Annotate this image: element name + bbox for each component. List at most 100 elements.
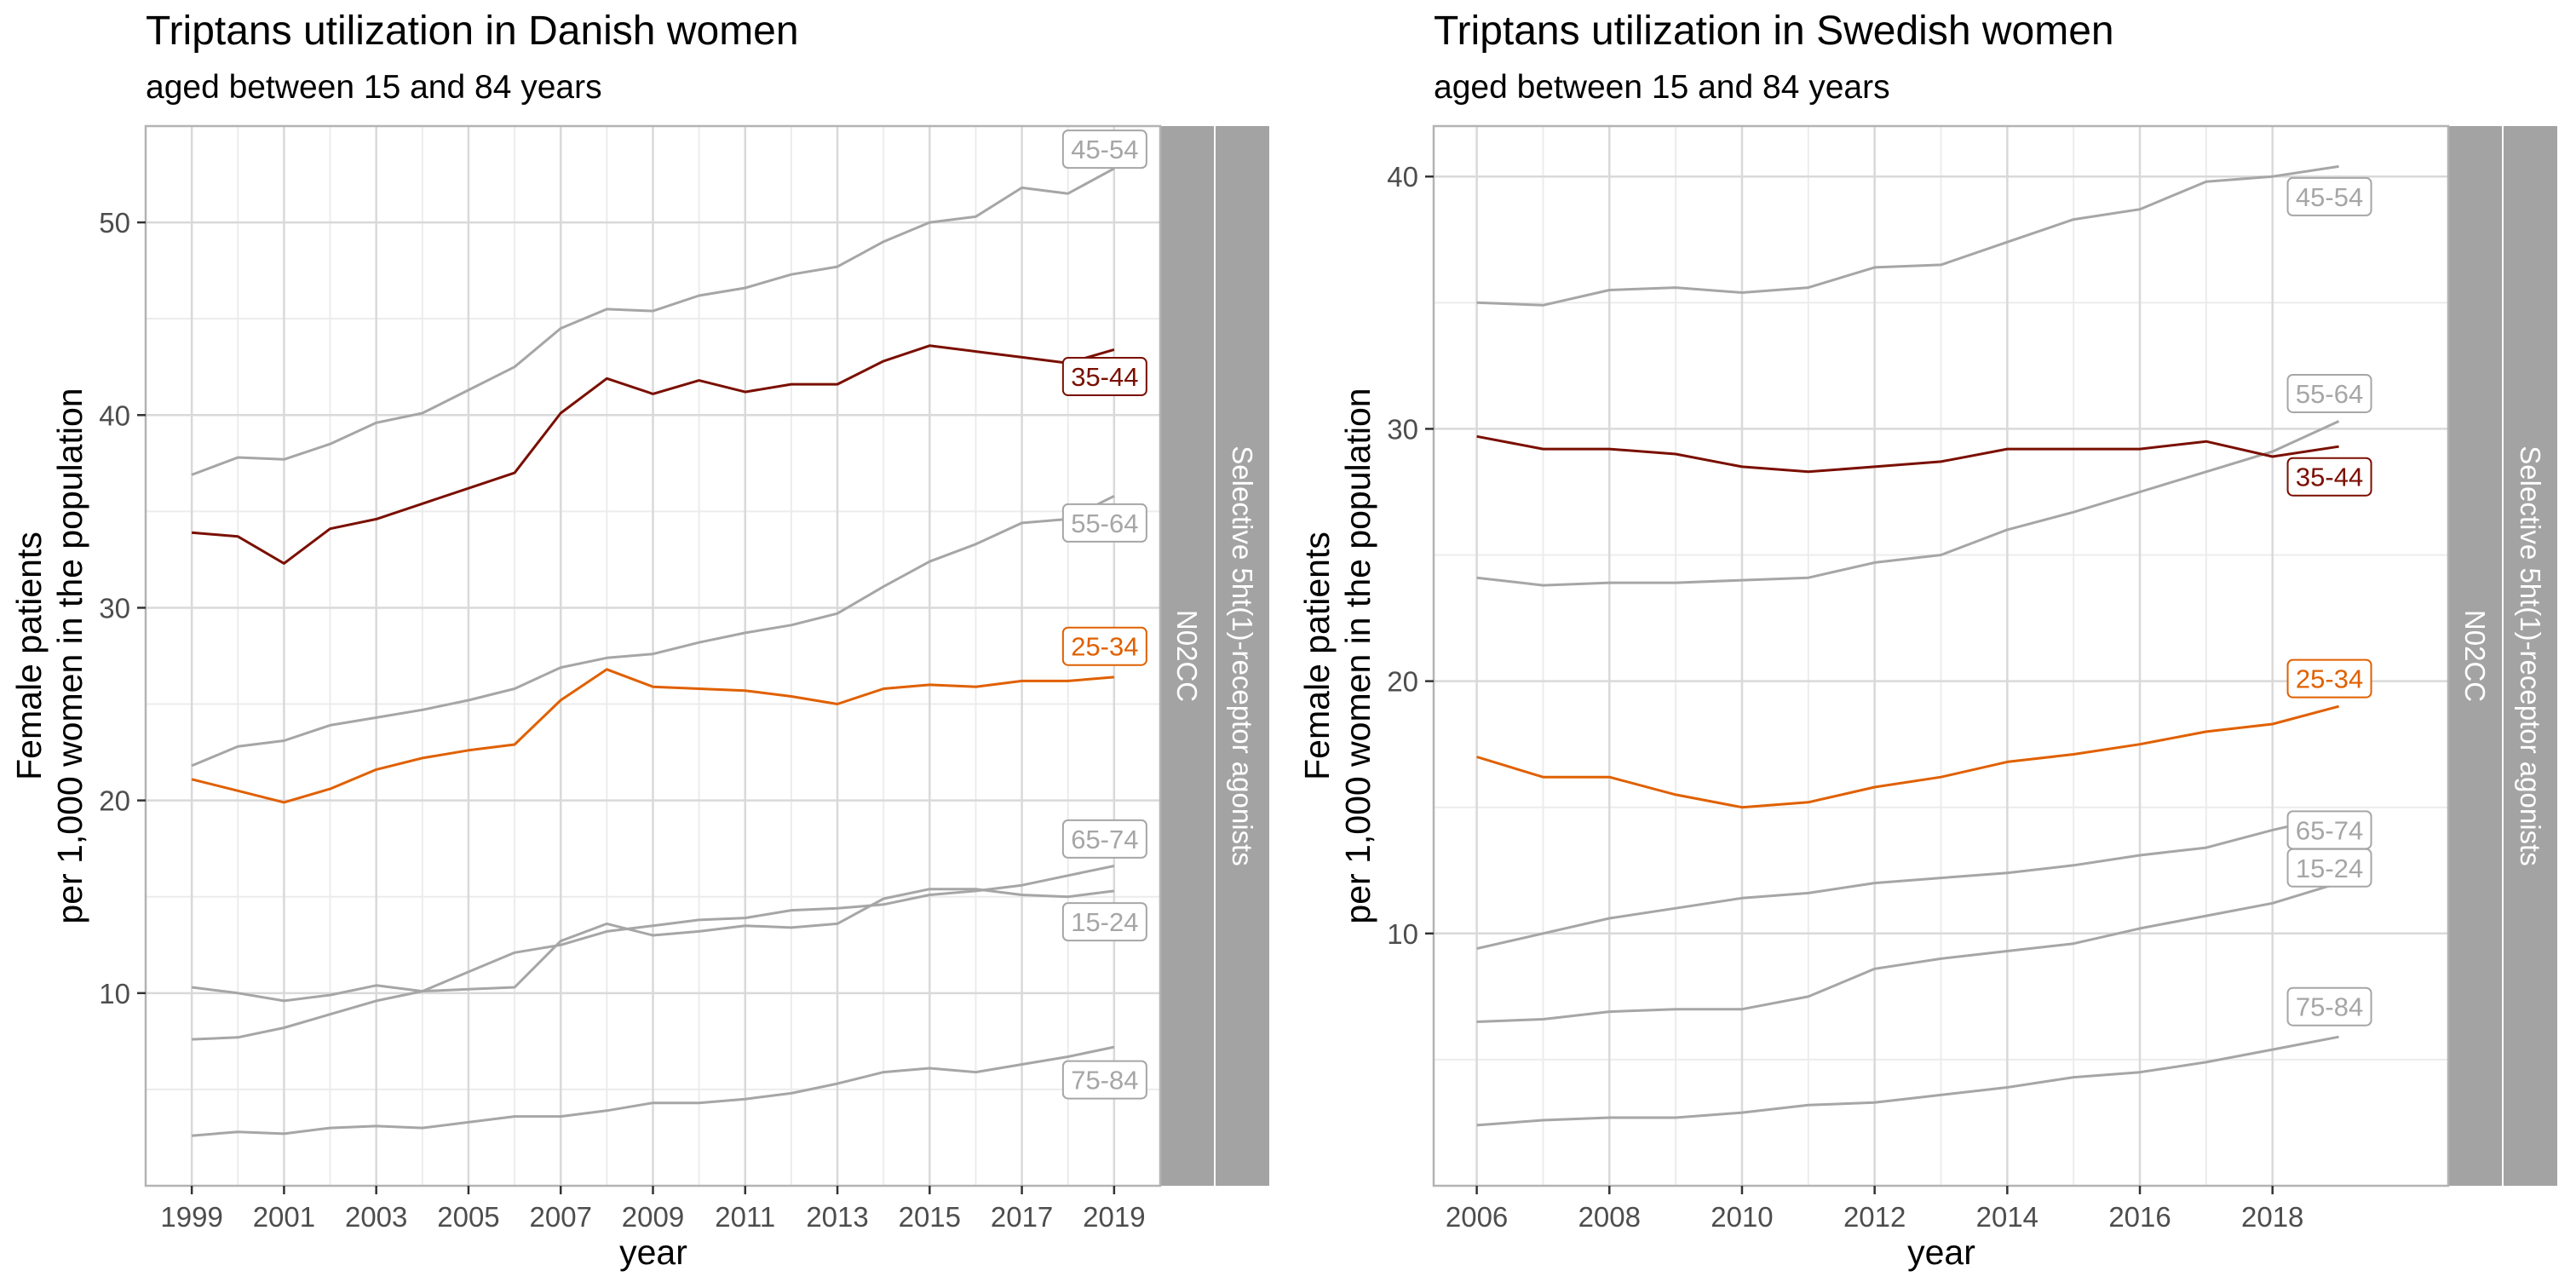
x-tick-label: 2003 — [345, 1201, 407, 1233]
series-label-text: 55-64 — [1071, 509, 1138, 538]
series-label-text: 15-24 — [1071, 907, 1138, 937]
strip-n02cc — [1160, 126, 1214, 1186]
y-tick-label: 10 — [1387, 918, 1418, 950]
series-label-55-64: 55-64 — [1061, 503, 1147, 543]
y-axis-label-line-1: Female patients — [9, 532, 49, 780]
x-tick-label: 2010 — [1711, 1201, 1773, 1233]
series-line-35-44 — [1476, 434, 2339, 474]
series-label-65-74: 65-74 — [1061, 819, 1147, 859]
y-tick-label: 10 — [99, 978, 130, 1009]
series-line-25-34 — [191, 668, 1115, 804]
series-label-text: 35-44 — [2296, 463, 2363, 492]
strip-agonists — [1216, 126, 1269, 1186]
series-label-55-64: 55-64 — [2286, 373, 2372, 413]
series-label-text: 15-24 — [2296, 854, 2363, 883]
series-label-text: 45-54 — [1071, 135, 1138, 164]
danish-chart: Triptans utilization in Danish women age… — [9, 9, 1269, 1272]
series-label-box — [2286, 848, 2372, 888]
series-label-text: 75-84 — [1071, 1066, 1138, 1095]
strip-label-agonists: Selective 5ht(1)-receptor agonists — [2515, 446, 2546, 865]
series-label-text: 35-44 — [1071, 362, 1138, 392]
x-tick-label: 2008 — [1578, 1201, 1641, 1233]
series-label-box — [1061, 626, 1147, 666]
x-tick-label: 2012 — [1843, 1201, 1906, 1233]
y-axis-label-line-2: per 1,000 women in the population — [1338, 388, 1377, 923]
grid — [146, 125, 1160, 1186]
series-label-text: 25-34 — [1071, 632, 1138, 662]
series-label-box — [2286, 658, 2372, 699]
strip-label-agonists: Selective 5ht(1)-receptor agonists — [1227, 446, 1258, 865]
strip-agonists — [2504, 126, 2557, 1186]
y-axis-label-line-1: Female patients — [1297, 532, 1337, 780]
y-tick-label: 30 — [99, 592, 130, 624]
y-tick-label: 20 — [99, 785, 130, 817]
series-label-text: 65-74 — [2296, 815, 2363, 845]
series-label-text: 75-84 — [2296, 992, 2363, 1022]
series-label-25-34: 25-34 — [2286, 658, 2372, 699]
x-tick-label: 2015 — [899, 1201, 961, 1233]
y-tick-label: 30 — [1387, 413, 1418, 445]
series-label-65-74: 65-74 — [2286, 810, 2372, 850]
series-label-45-54: 45-54 — [1061, 129, 1147, 170]
series-label-box — [1061, 902, 1147, 942]
series-label-75-84: 75-84 — [1061, 1060, 1147, 1100]
x-tick-label: 2019 — [1083, 1201, 1145, 1233]
y-tick-label: 50 — [99, 207, 130, 239]
series-label-box — [2286, 457, 2372, 497]
x-tick-label: 2013 — [806, 1201, 868, 1233]
series-label-box — [1061, 357, 1147, 397]
strip-label-n02cc: N02CC — [2459, 610, 2491, 702]
strip-label-n02cc: N02CC — [1171, 610, 1203, 702]
series-line-55-64 — [191, 494, 1115, 768]
chart-title: Triptans utilization in Swedish women — [1434, 9, 2114, 54]
x-tick-label: 2016 — [2108, 1201, 2171, 1233]
swedish-chart: Triptans utilization in Swedish women ag… — [1297, 9, 2557, 1272]
series-label-text: 45-54 — [2296, 182, 2363, 212]
x-axis-label: year — [619, 1233, 687, 1272]
series-label-box — [1061, 819, 1147, 859]
series-label-text: 55-64 — [2296, 379, 2363, 409]
series-label-45-54: 45-54 — [2286, 176, 2372, 216]
series-label-box — [2286, 176, 2372, 216]
series-label-box — [1061, 503, 1147, 543]
series-label-15-24: 15-24 — [1061, 902, 1147, 942]
series-line-75-84 — [1476, 1035, 2339, 1127]
y-tick-label: 40 — [1387, 161, 1418, 193]
y-tick-label: 40 — [99, 400, 130, 431]
series-label-15-24: 15-24 — [2286, 848, 2372, 888]
series-line-35-44 — [191, 344, 1115, 565]
chart-subtitle: aged between 15 and 84 years — [146, 69, 602, 106]
y-tick-label: 20 — [1387, 666, 1418, 698]
x-tick-label: 2011 — [715, 1201, 775, 1233]
series-label-box — [1061, 129, 1147, 170]
strip-n02cc — [2448, 126, 2502, 1186]
x-tick-label: 1999 — [160, 1201, 222, 1233]
series-label-75-84: 75-84 — [2286, 986, 2372, 1026]
series-line-65-74 — [192, 865, 1115, 1041]
series-label-35-44: 35-44 — [1061, 357, 1147, 397]
x-tick-label: 2006 — [1446, 1201, 1508, 1233]
y-axis-label-line-2: per 1,000 women in the population — [50, 388, 89, 923]
series-line-45-54 — [191, 167, 1115, 476]
series-label-text: 65-74 — [1071, 825, 1138, 854]
series-label-text: 25-34 — [2296, 664, 2363, 694]
panel-border — [1432, 124, 2450, 1187]
series-label-box — [2286, 986, 2372, 1026]
series-line-65-74 — [1476, 814, 2339, 951]
x-tick-label: 2001 — [253, 1201, 315, 1233]
x-tick-label: 2005 — [437, 1201, 499, 1233]
series-label-25-34: 25-34 — [1061, 626, 1147, 666]
x-tick-label: 2014 — [1976, 1201, 2038, 1233]
series-line-15-24 — [1476, 882, 2340, 1023]
series-line-15-24 — [191, 888, 1115, 1003]
series-line-25-34 — [1476, 704, 2339, 809]
series-line-75-84 — [191, 1045, 1115, 1137]
chart-title: Triptans utilization in Danish women — [146, 9, 799, 54]
x-axis-label: year — [1907, 1233, 1975, 1272]
chart-subtitle: aged between 15 and 84 years — [1434, 69, 1890, 106]
x-tick-label: 2009 — [622, 1201, 684, 1233]
series-label-box — [2286, 373, 2372, 413]
series-line-45-54 — [1476, 164, 2339, 307]
x-tick-label: 2018 — [2241, 1201, 2303, 1233]
